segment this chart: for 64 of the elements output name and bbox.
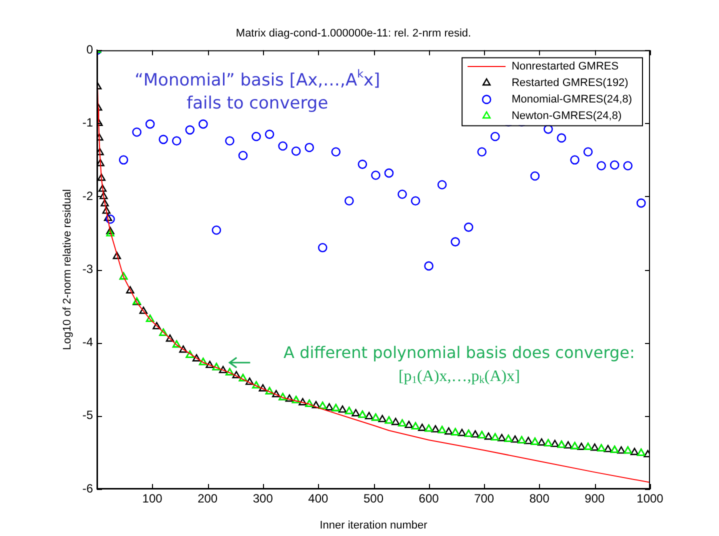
point [636,198,646,208]
point [583,147,593,157]
point [570,155,580,165]
point [544,124,553,134]
x-tick-label: 1000 [636,492,664,506]
legend-label: Nonrestarted GMRES [512,60,619,72]
x-tick-label: 400 [308,492,329,506]
point [252,132,261,142]
point [304,142,314,152]
point [596,161,606,170]
point [118,155,128,165]
x-tick-label: 100 [142,492,163,506]
point [278,141,288,151]
legend-label: Restarted GMRES(192) [512,76,628,89]
chart-title: Matrix diag-cond-1.000000e-11: rel. 2-nrm resid. [236,28,472,40]
y-tick-label: -2 [82,188,94,203]
point [490,132,500,142]
point [450,237,460,246]
point [225,136,234,146]
x-tick-label: 600 [418,492,440,506]
point [358,160,368,169]
legend-label: Monomial-GMRES(24,8) [512,93,632,106]
point [331,147,341,157]
point [264,130,274,139]
point [318,243,328,252]
y-tick-label: -5 [82,408,94,422]
point [623,161,633,170]
point [610,160,620,170]
x-tick-label: 800 [529,492,550,506]
point [371,170,380,180]
point [424,261,434,271]
point [106,214,115,224]
y-tick-label: -6 [82,481,94,496]
point [106,229,114,236]
legend-label: Newton-GMRES(24,8) [512,110,622,122]
point [185,125,195,135]
x-tick-label: 200 [198,492,218,506]
y-tick-label: -4 [82,335,94,350]
y-tick-label: -1 [82,116,94,130]
point [464,222,474,232]
x-tick-label: 700 [474,492,494,506]
point [172,136,182,146]
y-tick-label: -3 [82,262,94,276]
point [398,190,407,199]
x-axis-title: Inner iteration number [320,519,428,532]
point [344,196,354,206]
point [212,225,222,235]
point [291,146,301,156]
point [410,196,420,206]
point [132,127,142,137]
point [198,119,208,129]
point [238,150,248,160]
point [437,180,447,190]
point [477,147,487,157]
y-axis-title: Log10 of 2-norm relative residual [62,189,74,350]
y-tick-label: 0 [86,42,94,57]
x-tick-label: 300 [252,492,274,506]
point [384,168,394,178]
point [530,171,540,181]
x-tick-label: 500 [363,492,384,506]
point [158,134,168,144]
point [145,119,155,129]
x-tick-label: 900 [584,492,606,506]
point [556,133,566,143]
